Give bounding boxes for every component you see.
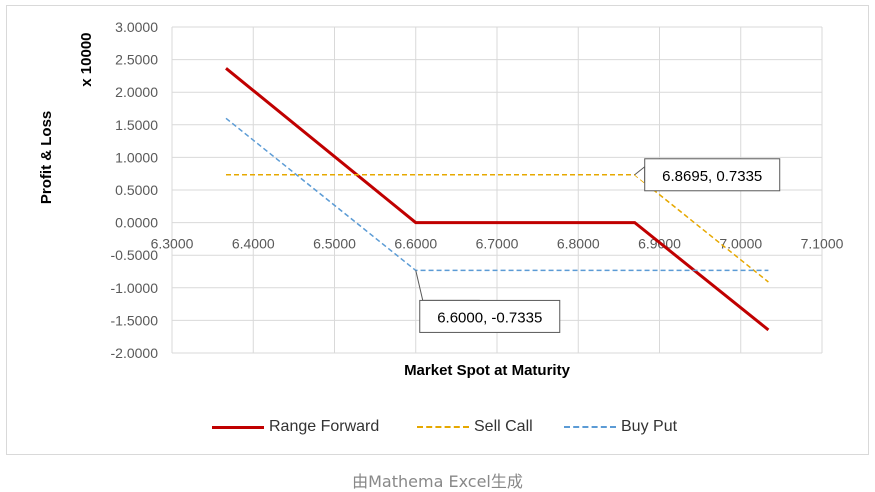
annotation-leader	[415, 270, 480, 301]
legend-item: Buy Put	[564, 418, 677, 436]
y-tick-label: 0.5000	[115, 182, 158, 198]
series-line-buy-put	[225, 117, 769, 272]
x-tick-label: 6.3000	[151, 236, 194, 252]
x-tick-label: 6.8000	[557, 236, 600, 252]
y-tick-label: 2.5000	[115, 52, 158, 68]
y-tick-label: 1.5000	[115, 117, 158, 133]
x-tick-label: 6.4000	[232, 236, 275, 252]
x-tick-label: 7.0000	[719, 236, 762, 252]
x-axis-title: Market Spot at Maturity	[404, 362, 571, 379]
legend-label: Range Forward	[269, 418, 380, 435]
y-tick-label: 3.0000	[115, 19, 158, 35]
y-tick-label: -0.5000	[111, 247, 159, 263]
y-tick-label: 1.0000	[115, 149, 158, 165]
y-axis-unit-label: x 10000	[78, 32, 95, 86]
legend-swatch	[417, 426, 469, 428]
chart-caption: 由Mathema Excel生成	[352, 472, 523, 491]
y-tick-label: 0.0000	[115, 215, 158, 231]
series-line-sell-call	[226, 174, 769, 283]
legend-item: Sell Call	[417, 418, 533, 436]
chart-plot: 3.0000 2.5000 2.0000 1.5000 1.0000 0.5000 0.00…	[38, 19, 844, 379]
legend-label: Buy Put	[621, 418, 678, 435]
legend-swatch	[212, 425, 264, 429]
annotation-leader	[634, 165, 646, 183]
legend-swatch	[564, 426, 616, 428]
annotation-box	[419, 299, 561, 333]
series-line-range-forward	[225, 67, 770, 332]
annotation-label: 6.6000, -0.7335	[437, 309, 542, 326]
chart-container: 3.0000 2.5000 2.0000 1.5000 1.0000 0.5000 0.00…	[6, 5, 869, 455]
x-tick-label: 6.6000	[394, 236, 437, 252]
legend-item: Range Forward	[212, 418, 379, 436]
y-tick-label: -1.5000	[111, 312, 159, 328]
y-tick-label: 2.0000	[115, 84, 158, 100]
annotation-label: 6.8695, 0.7335	[662, 168, 762, 185]
annotation-box	[644, 158, 781, 192]
y-axis-title: Profit & Loss	[38, 111, 55, 204]
legend-label: Sell Call	[474, 418, 533, 435]
y-tick-label: -2.0000	[111, 345, 159, 361]
y-tick-label: -1.0000	[111, 280, 159, 296]
x-tick-label: 6.7000	[476, 236, 519, 252]
x-tick-label: 7.1000	[801, 236, 844, 252]
x-tick-label: 6.5000	[313, 236, 356, 252]
